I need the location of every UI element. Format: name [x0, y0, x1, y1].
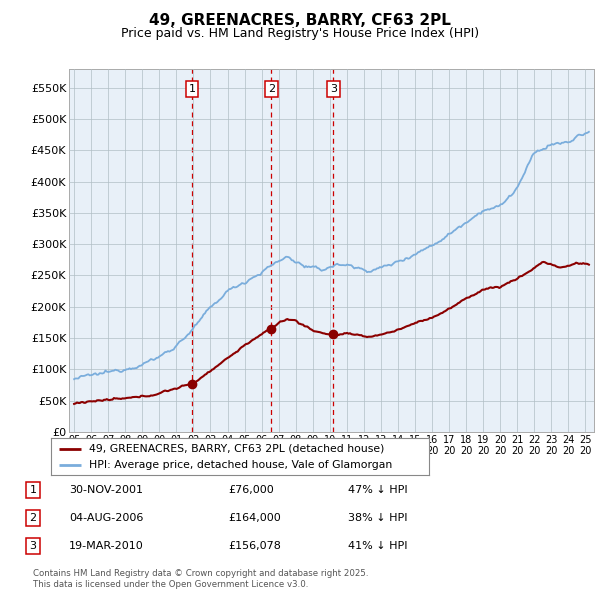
- Text: 3: 3: [330, 84, 337, 94]
- Text: 3: 3: [29, 542, 37, 551]
- Text: Contains HM Land Registry data © Crown copyright and database right 2025.
This d: Contains HM Land Registry data © Crown c…: [33, 569, 368, 589]
- Text: 19-MAR-2010: 19-MAR-2010: [69, 542, 144, 551]
- Text: 1: 1: [29, 485, 37, 494]
- Text: £156,078: £156,078: [228, 542, 281, 551]
- Text: 49, GREENACRES, BARRY, CF63 2PL: 49, GREENACRES, BARRY, CF63 2PL: [149, 13, 451, 28]
- Text: 04-AUG-2006: 04-AUG-2006: [69, 513, 143, 523]
- Text: 41% ↓ HPI: 41% ↓ HPI: [348, 542, 407, 551]
- Text: HPI: Average price, detached house, Vale of Glamorgan: HPI: Average price, detached house, Vale…: [89, 460, 392, 470]
- Text: 47% ↓ HPI: 47% ↓ HPI: [348, 485, 407, 494]
- Text: £76,000: £76,000: [228, 485, 274, 494]
- Text: 30-NOV-2001: 30-NOV-2001: [69, 485, 143, 494]
- Text: £164,000: £164,000: [228, 513, 281, 523]
- Text: 1: 1: [188, 84, 196, 94]
- Text: 38% ↓ HPI: 38% ↓ HPI: [348, 513, 407, 523]
- Text: 49, GREENACRES, BARRY, CF63 2PL (detached house): 49, GREENACRES, BARRY, CF63 2PL (detache…: [89, 444, 384, 454]
- Text: 2: 2: [29, 513, 37, 523]
- Text: Price paid vs. HM Land Registry's House Price Index (HPI): Price paid vs. HM Land Registry's House …: [121, 27, 479, 40]
- Text: 2: 2: [268, 84, 275, 94]
